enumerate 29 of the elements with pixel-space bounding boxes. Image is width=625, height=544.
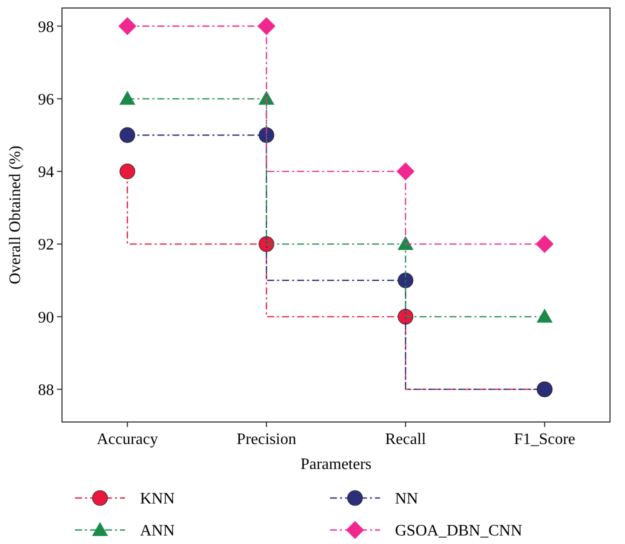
point xyxy=(536,235,554,254)
legend-label: NN xyxy=(395,490,419,508)
legend-label: GSOA_DBN_CNN xyxy=(395,522,523,540)
point xyxy=(536,308,553,323)
point xyxy=(257,17,276,36)
point xyxy=(398,272,414,288)
x-axis-title: Parameters xyxy=(300,456,372,473)
point xyxy=(118,17,136,36)
point xyxy=(396,162,415,180)
x-tick-label: Recall xyxy=(385,431,427,448)
point xyxy=(119,90,136,105)
point xyxy=(120,164,136,180)
legend-label: ANN xyxy=(140,522,176,540)
y-axis-title: Overall Obtained (%) xyxy=(7,146,24,284)
x-tick-label: F1_Score xyxy=(514,431,576,448)
y-tick-label: 96 xyxy=(38,91,54,108)
x-tick-label: Accuracy xyxy=(96,431,158,448)
y-tick-label: 94 xyxy=(38,164,54,182)
y-tick-label: 88 xyxy=(38,382,54,399)
point xyxy=(398,236,414,250)
legend-label: KNN xyxy=(140,490,176,508)
y-tick-label: 98 xyxy=(38,18,54,36)
point xyxy=(120,127,136,143)
y-tick-label: 92 xyxy=(38,236,54,254)
y-tick-label: 90 xyxy=(38,309,54,326)
point xyxy=(258,236,274,252)
point xyxy=(258,127,274,143)
point xyxy=(258,90,274,105)
x-tick-label: Precision xyxy=(236,431,296,448)
